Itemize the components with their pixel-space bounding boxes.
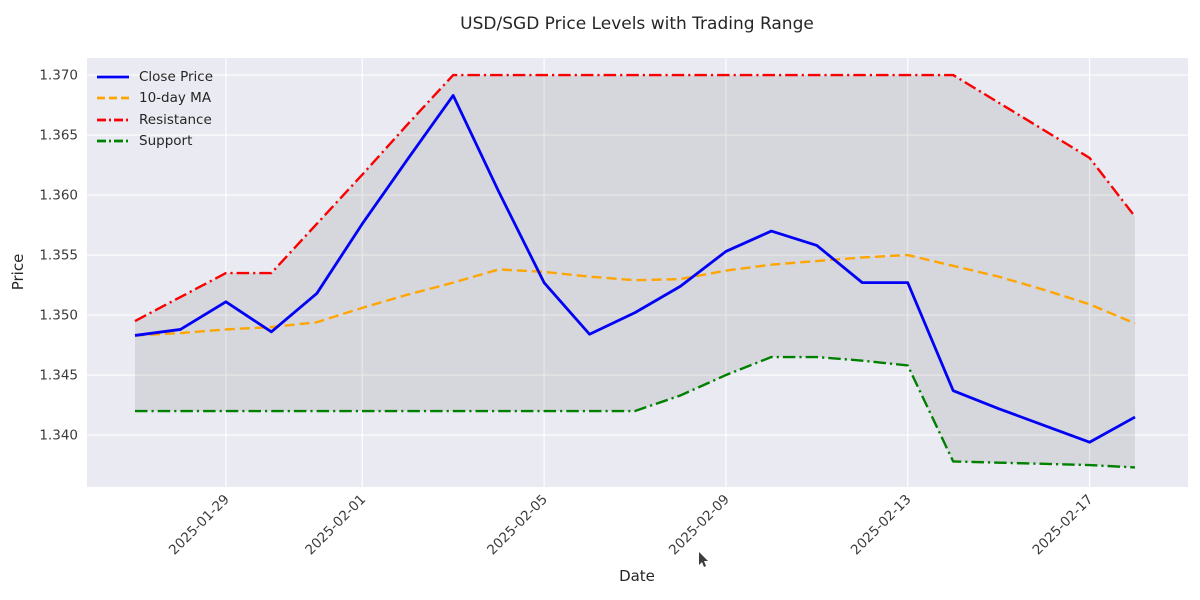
y-axis-label: Price: [9, 254, 27, 291]
x-axis-label: Date: [619, 567, 655, 585]
resistance-line: [134, 73, 1136, 323]
y-tick-labels: 1.340 1.345 1.350 1.355 1.360 1.365 1.370: [39, 68, 78, 444]
x-tick-label: 2025-02-09: [666, 492, 733, 559]
y-tick-label: 1.365: [39, 128, 78, 144]
legend-label: 10-day MA: [139, 90, 212, 107]
y-tick-label: 1.350: [39, 308, 78, 324]
horizontal-gridlines: [87, 74, 1188, 436]
legend-line-swatch: [97, 75, 129, 79]
legend-line-swatch: [97, 96, 129, 100]
legend-label: Support: [139, 133, 193, 150]
legend-item-10-day-ma: 10-day MA: [96, 88, 213, 110]
legend-item-support: Support: [96, 131, 213, 153]
legend-item-close-price: Close Price: [96, 66, 213, 88]
mouse-cursor: [699, 552, 708, 567]
y-tick-label: 1.370: [39, 68, 78, 84]
x-tick-label: 2025-02-17: [1030, 492, 1097, 559]
trading-range-band: [135, 75, 1135, 468]
support-line: [135, 355, 1136, 469]
legend-line-swatch: [97, 118, 129, 122]
legend-label: Resistance: [139, 111, 212, 128]
x-tick-label: 2025-02-05: [484, 492, 551, 559]
y-tick-label: 1.355: [39, 248, 78, 264]
y-tick-label: 1.360: [39, 188, 78, 204]
close-price-line: [134, 94, 1136, 444]
y-tick-label: 1.345: [39, 368, 78, 384]
plot-area: 1.340 1.345 1.350 1.355 1.360 1.365 1.370 2025-…: [39, 58, 1188, 558]
vertical-gridlines: [225, 58, 1091, 487]
legend: Close Price 10-day MA Resistance Support: [96, 66, 213, 152]
legend-label: Close Price: [139, 68, 213, 85]
legend-line-swatch: [97, 139, 129, 143]
x-tick-label: 2025-01-29: [166, 492, 233, 559]
x-tick-label: 2025-02-13: [848, 492, 915, 559]
10-day-ma-line: [134, 253, 1136, 337]
chart-title: USD/SGD Price Levels with Trading Range: [460, 14, 814, 34]
y-tick-label: 1.340: [39, 428, 78, 444]
legend-item-resistance: Resistance: [96, 109, 213, 131]
x-tick-label: 2025-02-01: [302, 492, 369, 559]
x-tick-labels: 2025-01-29 2025-02-01 2025-02-05 2025-02-09…: [166, 492, 1096, 559]
